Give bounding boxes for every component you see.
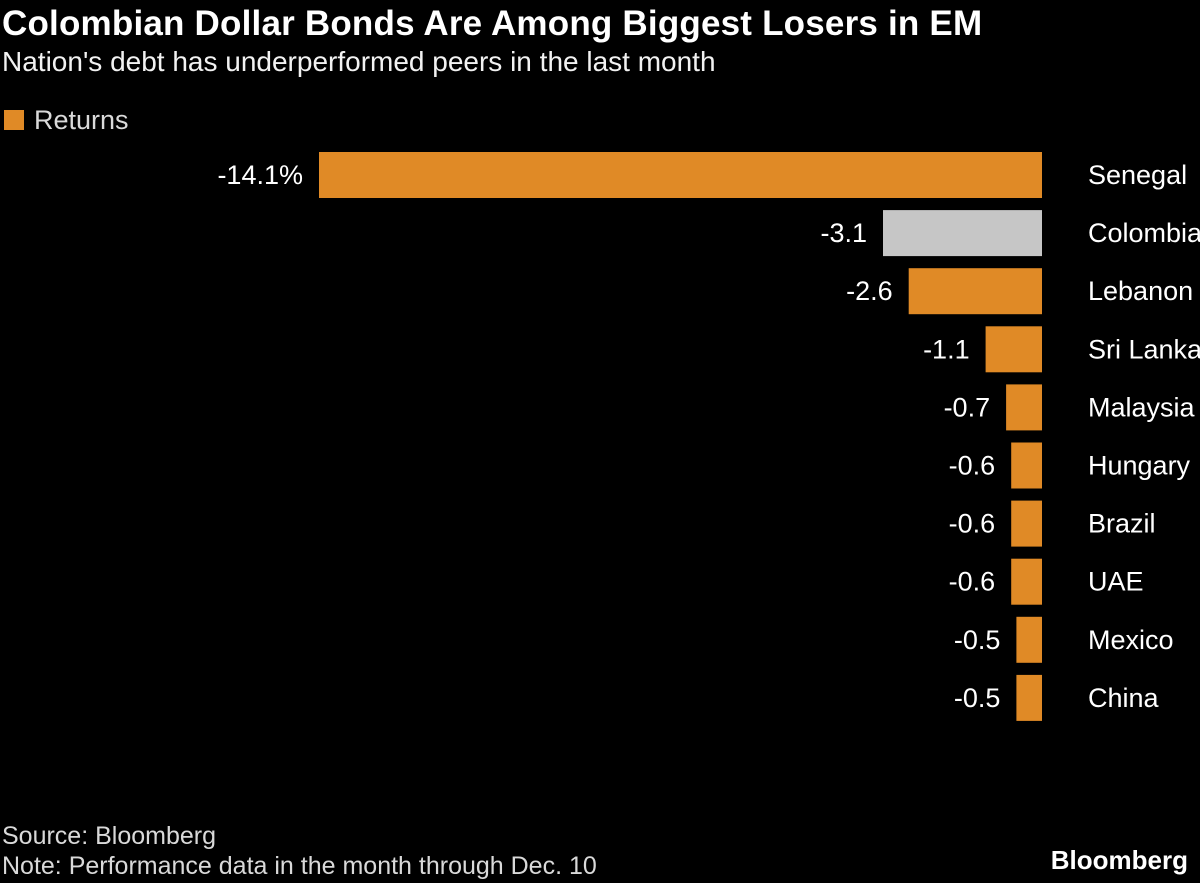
bar-uae — [1011, 558, 1042, 605]
value-label: -0.6 — [949, 509, 996, 539]
bar-colombia — [883, 210, 1042, 257]
value-label: -0.5 — [954, 625, 1001, 655]
value-label: -3.1 — [820, 218, 867, 248]
bar-malaysia — [1006, 384, 1042, 431]
value-label: -14.1% — [217, 160, 303, 190]
bloomberg-logo: Bloomberg — [1050, 845, 1188, 875]
value-label: -0.5 — [954, 683, 1001, 713]
bar-china — [1016, 674, 1042, 721]
note-text: Note: Performance data in the month thro… — [2, 852, 597, 880]
bar-sri-lanka — [985, 326, 1042, 373]
bar-chart: -14.1% Senegal -3.1 Colombia -2.6 Lebanon -1.1… — [217, 152, 1200, 721]
category-label: China — [1088, 683, 1160, 713]
value-label: -1.1 — [923, 334, 970, 364]
category-label: Malaysia — [1088, 392, 1196, 422]
bar-hungary — [1011, 442, 1042, 489]
category-label: Senegal — [1088, 160, 1187, 190]
value-label: -0.6 — [949, 451, 996, 481]
bar-brazil — [1011, 500, 1042, 547]
chart-subtitle: Nation's debt has underperformed peers i… — [2, 46, 716, 77]
category-label: UAE — [1088, 567, 1144, 597]
category-label: Brazil — [1088, 509, 1156, 539]
legend-label: Returns — [34, 104, 129, 135]
category-label: Mexico — [1088, 625, 1174, 655]
bar-lebanon — [908, 268, 1042, 315]
legend: Returns — [4, 103, 129, 137]
value-label: -2.6 — [846, 276, 893, 306]
legend-swatch — [4, 110, 24, 130]
source-text: Source: Bloomberg — [2, 822, 217, 850]
value-label: -0.7 — [944, 392, 991, 422]
category-label: Colombia — [1088, 218, 1200, 248]
value-label: -0.6 — [949, 567, 996, 597]
bar-senegal — [319, 152, 1042, 198]
category-label: Hungary — [1088, 451, 1191, 481]
category-label: Lebanon — [1088, 276, 1193, 306]
bar-mexico — [1016, 616, 1042, 663]
category-label: Sri Lanka — [1088, 334, 1200, 364]
chart-title: Colombian Dollar Bonds Are Among Biggest… — [2, 4, 983, 43]
